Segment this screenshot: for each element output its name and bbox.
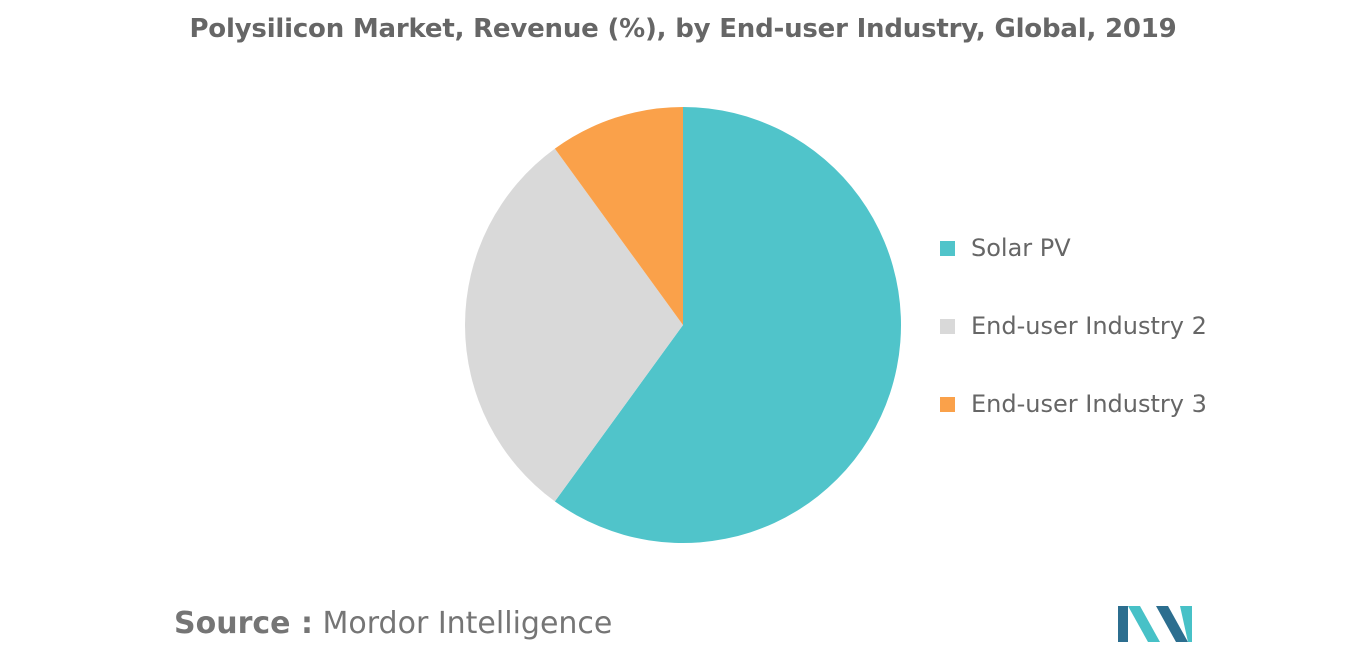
legend-label-solar-pv: Solar PV [971, 234, 1071, 262]
source-note: Source : Mordor Intelligence [174, 606, 612, 641]
logo-right-diagonal [1156, 606, 1188, 642]
legend-item-end-user-industry-2: End-user Industry 2 [940, 306, 1207, 346]
pie-slice-end-user-industry-2 [464, 148, 683, 502]
logo-left-diagonal [1128, 606, 1160, 642]
pie-slice-end-user-industry-3 [554, 107, 683, 325]
legend-swatch-end-user-industry-2 [940, 318, 955, 334]
pie-slice-solar-pv [554, 107, 902, 544]
source-name: Mordor Intelligence [322, 606, 613, 641]
legend-swatch-end-user-industry-3 [940, 396, 955, 412]
logo-right-bar [1180, 606, 1192, 642]
legend-item-end-user-industry-3: End-user Industry 3 [940, 384, 1207, 424]
legend-label-end-user-industry-3: End-user Industry 3 [971, 390, 1207, 418]
mordor-intelligence-logo-icon [1118, 606, 1192, 642]
legend-swatch-solar-pv [940, 240, 955, 256]
pie-slices [464, 107, 902, 544]
legend-item-solar-pv: Solar PV [940, 228, 1071, 268]
source-label: Source : [174, 606, 313, 641]
logo-left-bar [1118, 606, 1128, 642]
chart-title: Polysilicon Market, Revenue (%), by End-… [189, 14, 1177, 44]
legend-label-end-user-industry-2: End-user Industry 2 [971, 312, 1207, 340]
pie-chart [464, 107, 902, 544]
